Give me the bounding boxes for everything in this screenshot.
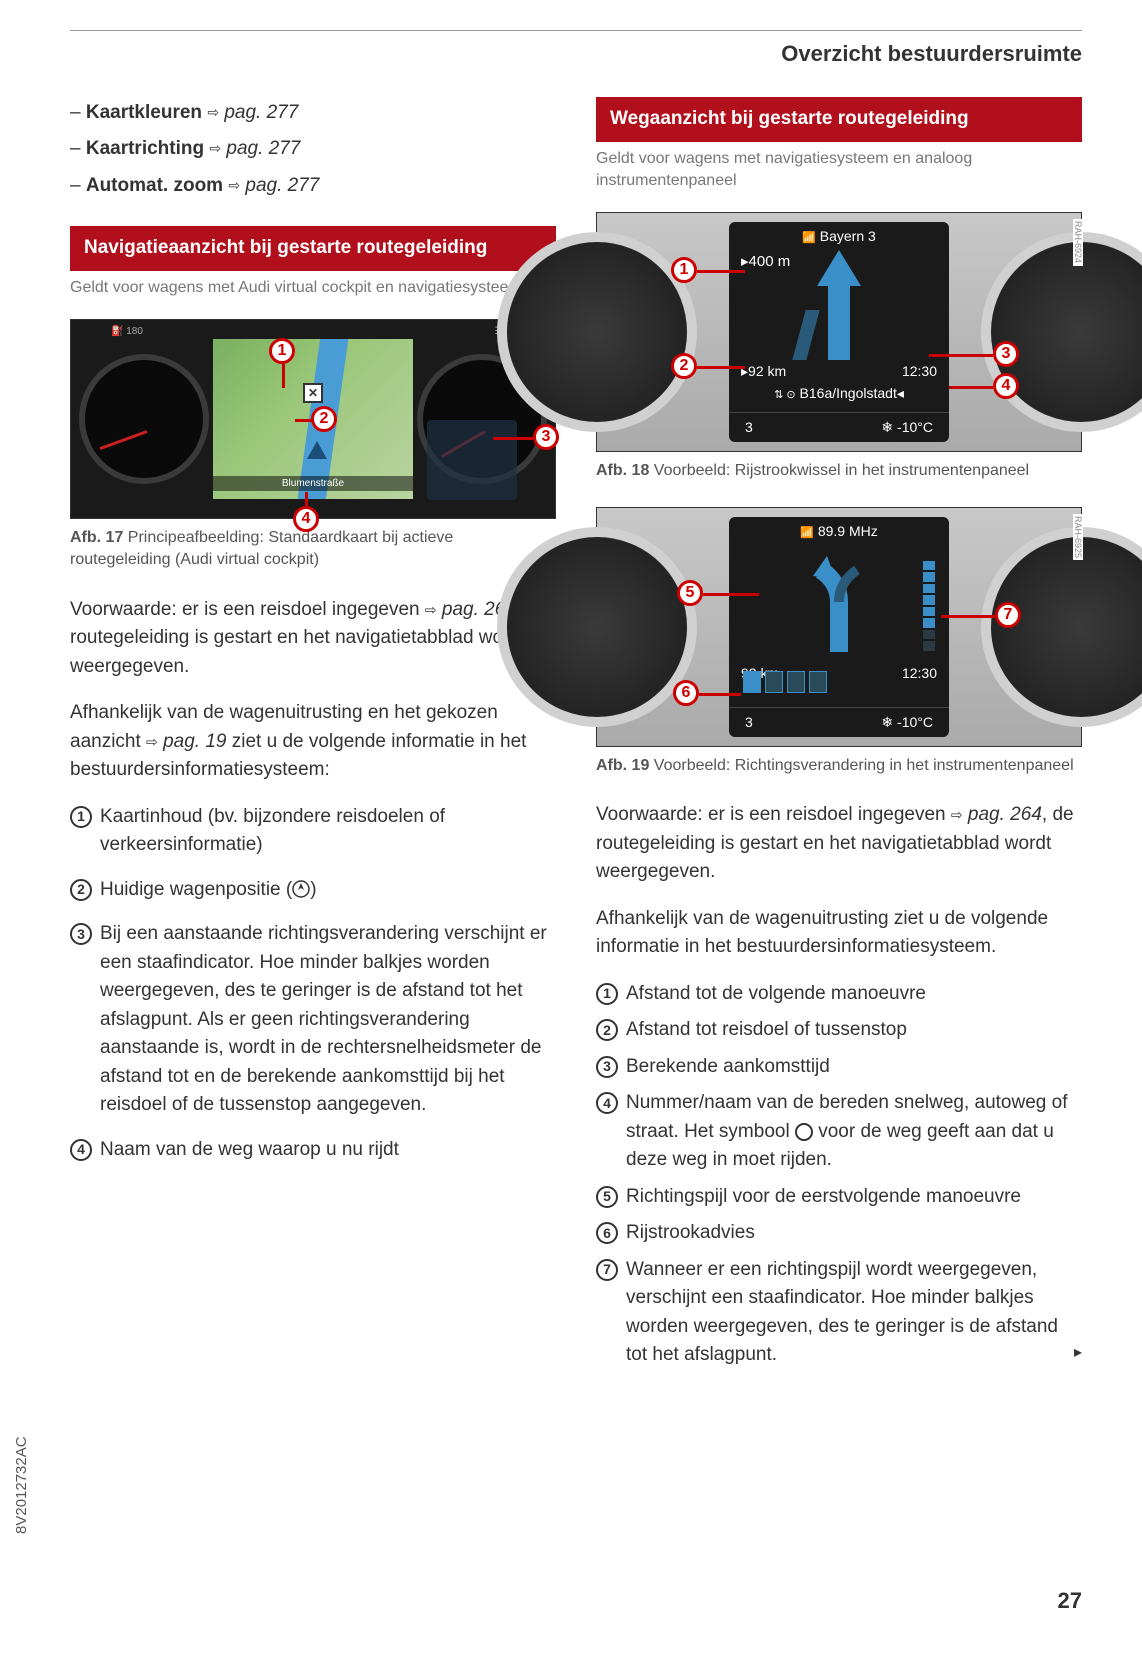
intro-line-3: – Automat. zoom ⇨ pag. 277 — [70, 170, 556, 202]
right-item-1: 1Afstand tot de volgende manoeuvre — [596, 980, 1082, 1009]
left-column: – Kaartkleuren ⇨ pag. 277 – Kaartrichtin… — [70, 97, 556, 1378]
bar-indicator — [923, 561, 935, 651]
callout-3: 3 — [533, 424, 559, 450]
right-item-7: 7 Wanneer er een richtingspijl wordt wee… — [596, 1256, 1082, 1370]
left-p2: Afhankelijk van de wagenuitrusting en he… — [70, 699, 556, 785]
right-item-3: 3Berekende aankomsttijd — [596, 1053, 1082, 1082]
figure-19: 📶 89.9 MHz 92 km — [596, 507, 1082, 747]
document-code: 8V2012732AC — [13, 1436, 30, 1534]
left-item-4: 4Naam van de weg waarop u nu rijdt — [70, 1136, 556, 1165]
page-number: 27 — [1058, 1588, 1082, 1614]
callout-f18-1: 1 — [671, 257, 697, 283]
center-display-18: 📶 Bayern 3 ▸400 m ▸92 km 12:30 ⇅ ⊙ B16a/… — [729, 222, 949, 442]
intro-line-2: – Kaartrichting ⇨ pag. 277 — [70, 133, 556, 165]
left-item-3: 3Bij een aanstaande richtingsverandering… — [70, 920, 556, 1120]
fig19-caption: Afb. 19 Voorbeeld: Richtingsverandering … — [596, 755, 1082, 777]
right-item-5: 5Richtingspijl voor de eerstvolgende man… — [596, 1183, 1082, 1212]
section-sub-weg: Geldt voor wagens met navigatiesysteem e… — [596, 148, 1082, 193]
callout-f18-2: 2 — [671, 353, 697, 379]
left-item-1: 1Kaartinhoud (bv. bijzondere reisdoelen … — [70, 803, 556, 860]
right-item-2: 2Afstand tot reisdoel of tussenstop — [596, 1016, 1082, 1045]
callout-1: 1 — [269, 338, 295, 364]
continue-icon: ▸ — [1074, 1341, 1082, 1365]
figure-18: 📶 Bayern 3 ▸400 m ▸92 km 12:30 ⇅ ⊙ B16a/… — [596, 212, 1082, 452]
callout-f19-7: 7 — [995, 602, 1021, 628]
right-item-6: 6Rijstrookadvies — [596, 1219, 1082, 1248]
road-symbol-icon — [795, 1123, 813, 1141]
right-column: Wegaanzicht bij gestarte routegeleiding … — [596, 97, 1082, 1378]
figure-17: ⛽ 180☰ ◉ ✕ Blumenstraße 1 2 3 — [70, 319, 556, 519]
top-status-icons: ⛽ 180☰ ◉ — [71, 326, 555, 337]
callout-f19-5: 5 — [677, 580, 703, 606]
section-header-nav: Navigatieaanzicht bij gestarte routegele… — [70, 226, 556, 271]
callout-2: 2 — [311, 406, 337, 432]
section-sub-nav: Geldt voor wagens met Audi virtual cockp… — [70, 277, 556, 299]
left-item-2: 2 Huidige wagenpositie () — [70, 876, 556, 905]
page-header: Overzicht bestuurdersruimte — [70, 41, 1082, 67]
callout-4: 4 — [293, 506, 319, 532]
right-p2: Afhankelijk van de wagenuitrusting ziet … — [596, 905, 1082, 962]
fig18-caption: Afb. 18 Voorbeeld: Rijstrookwissel in he… — [596, 460, 1082, 482]
intro-line-1: – Kaartkleuren ⇨ pag. 277 — [70, 97, 556, 129]
destination-icon: ✕ — [303, 383, 323, 403]
car-position-icon — [307, 441, 327, 459]
distance-18: ▸400 m — [741, 252, 790, 270]
street-name: Blumenstraße — [213, 476, 413, 491]
fig18-code: RAH-6924 — [1073, 219, 1083, 265]
left-gauge — [79, 354, 209, 484]
right-item-4: 4 Nummer/naam van de bereden snelweg, au… — [596, 1089, 1082, 1175]
callout-f19-6: 6 — [673, 680, 699, 706]
section-header-weg: Wegaanzicht bij gestarte routegeleiding — [596, 97, 1082, 142]
lane-icons — [743, 671, 827, 693]
fig19-code: RAH-6925 — [1073, 514, 1083, 560]
fig17-caption: Afb. 17 Principeafbeelding: Standaardkaa… — [70, 527, 556, 572]
left-p1: Voorwaarde: er is een reisdoel ingegeven… — [70, 596, 556, 682]
center-display-19: 📶 89.9 MHz 92 km — [729, 517, 949, 737]
right-p1: Voorwaarde: er is een reisdoel ingegeven… — [596, 801, 1082, 887]
